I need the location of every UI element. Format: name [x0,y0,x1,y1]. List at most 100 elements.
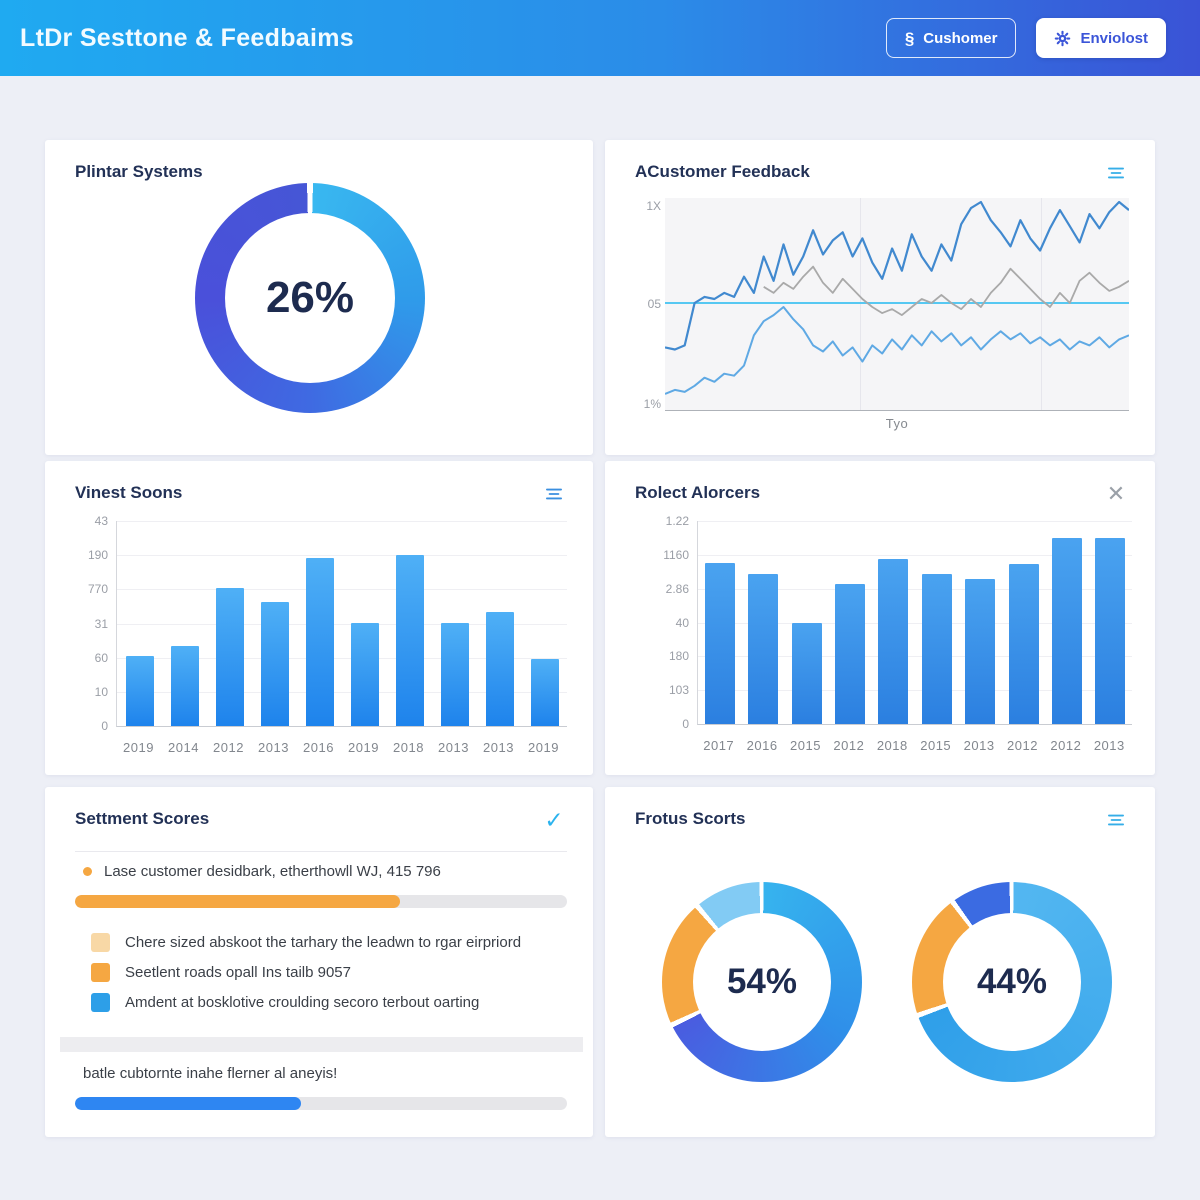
filter-lines-icon[interactable] [543,483,565,505]
divider [75,851,567,852]
gridline [698,554,1132,556]
donut-hole [225,213,395,383]
y-tick-label: 770 [87,582,108,597]
bar [791,623,822,724]
y-tick-label: 43 [94,514,108,528]
vinest-bar-chart: 43 190 770 31 60 10 0 2019 2014 2012 2013 2016 2019… [70,514,567,755]
progress-fill [75,895,400,908]
y-tick-label: 05 [647,297,661,311]
x-tick-label: 2013 [438,740,469,755]
rolect-bar-chart: 1.22 1160 2.86 40 180 103 0 2017 2016 2015 2012 20… [613,514,1132,753]
settings-button[interactable]: Enviolost [1036,18,1166,58]
panel-plintar-systems: Plintar Systems 26% [45,140,593,455]
legend-item: Chere sized abskoot the tarhary the lead… [91,933,521,952]
blue-progress-bar [75,1097,567,1110]
x-tick-label: 2013 [483,740,514,755]
panel-title: Frotus Scorts [635,809,746,828]
filter-lines-icon[interactable] [1105,162,1127,184]
x-tick-label: 2019 [123,740,154,755]
bar [395,555,424,726]
y-tick-label: 31 [94,616,108,631]
x-tick-label: 2015 [920,738,952,753]
donut-center-value: 44% [976,962,1048,1001]
gear-icon [1054,30,1071,47]
y-axis-labels: 1.22 1160 2.86 40 180 103 0 [613,514,697,731]
frotus-donut-left: 54% [662,882,862,1082]
panel-title: Plintar Systems [75,162,203,181]
legend-label: Chere sized abskoot the tarhary the lead… [125,934,522,951]
y-tick-label: 1.22 [665,514,689,528]
header-actions: § Cushomer Enviolost [885,18,1166,58]
bar [965,579,996,724]
footer-text: batle cubtornte inahe flerner al aneyis! [83,1065,338,1082]
bar [1095,538,1126,724]
panel-frotus-scorts: Frotus Scorts 54% 44% [605,787,1155,1137]
x-tick-label: 2019 [528,740,559,755]
checkmark-glyph: ✓ [544,806,564,833]
x-axis-labels: 2019 2014 2012 2013 2016 2019 2018 2013 2013 2019 [116,733,567,755]
bar [704,563,735,724]
legend-item: Seetlent roads opall Ins tailb 9057 [91,963,521,982]
panel-title: Rolect Alorcers [635,483,761,502]
section-sign-icon: § [904,28,915,48]
bar [485,612,514,726]
bullet-dot [83,867,92,876]
plintar-donut-chart: 26% [195,183,425,413]
y-tick-label: 0 [101,719,108,733]
app-title: LtDr Sesttone & Feedbaims [20,23,354,52]
y-axis-labels: 43 190 770 31 60 10 0 [70,514,116,733]
gridline [117,691,567,693]
gridline [698,656,1132,658]
bar [921,574,952,724]
gridline [698,521,1132,522]
gridline [117,521,567,522]
bar [530,659,559,726]
panel-rolect-alorcers: Rolect Alorcers ✕ 1.22 1160 2.86 40 180 103 0 … [605,461,1155,775]
x-tick-label: 2014 [168,740,199,755]
x-tick-label: 2018 [393,740,424,755]
customer-button[interactable]: § Cushomer [885,18,1017,58]
x-tick-label: 2012 [833,738,865,753]
y-tick-label: 180 [668,649,689,664]
progress-fill [75,1097,302,1110]
x-axis-labels: 2017 2016 2015 2012 2018 2015 2013 2012 2012 2013 [697,731,1132,753]
highlight-row: Lase customer desidbark, etherthowll WJ,… [83,863,441,880]
y-tick-label: 1% [643,396,661,411]
bar [260,602,289,726]
gridline [117,589,567,591]
panel-title: Vinest Soons [75,483,183,502]
bar [748,574,779,724]
y-tick-label: 10 [94,684,108,699]
x-tick-label: 2012 [1007,738,1038,753]
y-tick-label: 1X [646,199,661,214]
y-tick-label: 190 [87,548,108,563]
close-icon[interactable]: ✕ [1105,481,1127,506]
legend-label: Seetlent roads opall Ins tailb 9057 [125,964,351,981]
bar [440,623,469,726]
x-tick-label: 2013 [963,738,995,753]
check-icon[interactable]: ✓ [543,806,565,833]
bar [350,623,379,726]
gridline [698,588,1132,590]
x-tick-label: 2013 [258,740,289,755]
settings-button-label: Enviolost [1080,29,1148,47]
bar [125,656,154,726]
legend-swatch [91,963,110,982]
bar [215,588,244,726]
legend-swatch [91,993,110,1012]
bar [1051,538,1082,724]
gridline [698,690,1132,692]
legend-label: Amdent at bosklotive croulding secoro te… [125,994,480,1011]
x-tick-label: 2013 [1093,738,1125,753]
filter-lines-icon[interactable] [1105,809,1127,831]
panel-title: Settment Scores [75,809,210,828]
y-tick-label: 103 [668,683,689,698]
gridline [698,622,1132,624]
close-x-glyph: ✕ [1106,481,1126,506]
donut-hole [943,913,1081,1051]
feedback-line-chart: 1X 05 1% Tyo [633,198,1135,436]
panel-title: ACustomer Feedback [635,162,810,181]
panel-vinest-soons: Vinest Soons 43 190 770 31 60 10 0 2019 2014 201… [45,461,593,775]
x-tick-label: 2019 [348,740,379,755]
customer-button-label: Cushomer [923,29,998,47]
